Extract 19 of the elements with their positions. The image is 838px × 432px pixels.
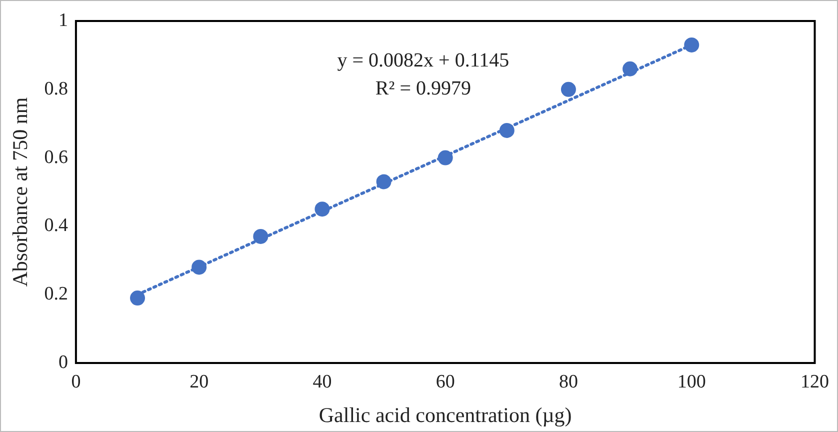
y-tick-label: 0.8 <box>44 78 68 100</box>
x-tick-label: 20 <box>190 371 209 392</box>
x-tick-label: 80 <box>558 371 578 392</box>
x-axis-title: Gallic acid concentration (µg) <box>318 402 572 427</box>
x-tick-label: 120 <box>800 371 829 392</box>
y-tick-label: 0 <box>58 352 68 373</box>
y-tick-label: 0.2 <box>44 284 68 305</box>
point <box>560 82 576 97</box>
x-tick-label: 100 <box>677 371 706 392</box>
y-axis-title: Absorbance at 750 nm <box>8 97 32 287</box>
y-tick-label: 0.6 <box>44 146 68 168</box>
x-tick-label: 40 <box>312 371 332 392</box>
y-tick-label: 0.4 <box>44 215 68 236</box>
point <box>130 290 146 306</box>
x-tick-label: 0 <box>71 371 81 392</box>
annotation: R² = 0.9979 <box>375 77 471 100</box>
y-tick-label: 1 <box>58 10 68 31</box>
annotation: y = 0.0082x + 0.1145 <box>337 49 510 72</box>
x-tick-label: 60 <box>436 371 455 392</box>
